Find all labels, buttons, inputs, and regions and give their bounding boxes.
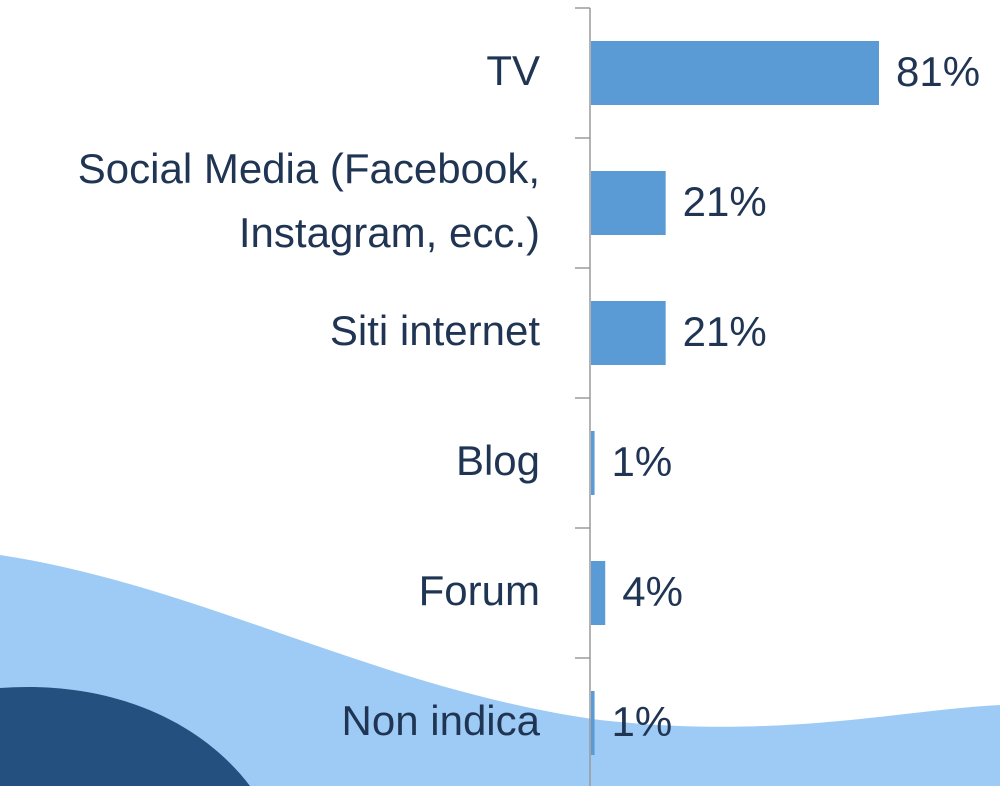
value-label: 21% bbox=[683, 178, 767, 225]
background-shape bbox=[0, 686, 250, 786]
value-label: 1% bbox=[612, 698, 673, 745]
value-label: 21% bbox=[683, 308, 767, 355]
bar bbox=[591, 41, 879, 105]
category-label: Non indica bbox=[341, 697, 540, 744]
value-label: 81% bbox=[896, 48, 980, 95]
bar bbox=[591, 431, 595, 495]
background-wave bbox=[0, 555, 1000, 786]
bar bbox=[591, 561, 606, 625]
category-label: Blog bbox=[455, 437, 540, 484]
bar bbox=[591, 301, 666, 365]
value-label: 1% bbox=[612, 438, 673, 485]
category-label: Forum bbox=[418, 567, 540, 614]
bar bbox=[591, 691, 595, 755]
value-label: 4% bbox=[622, 568, 683, 615]
bar bbox=[591, 171, 666, 235]
category-label: TV bbox=[486, 47, 540, 94]
category-label: Siti internet bbox=[329, 307, 540, 354]
category-label: Social Media (Facebook, Instagram, ecc.) bbox=[77, 145, 540, 256]
